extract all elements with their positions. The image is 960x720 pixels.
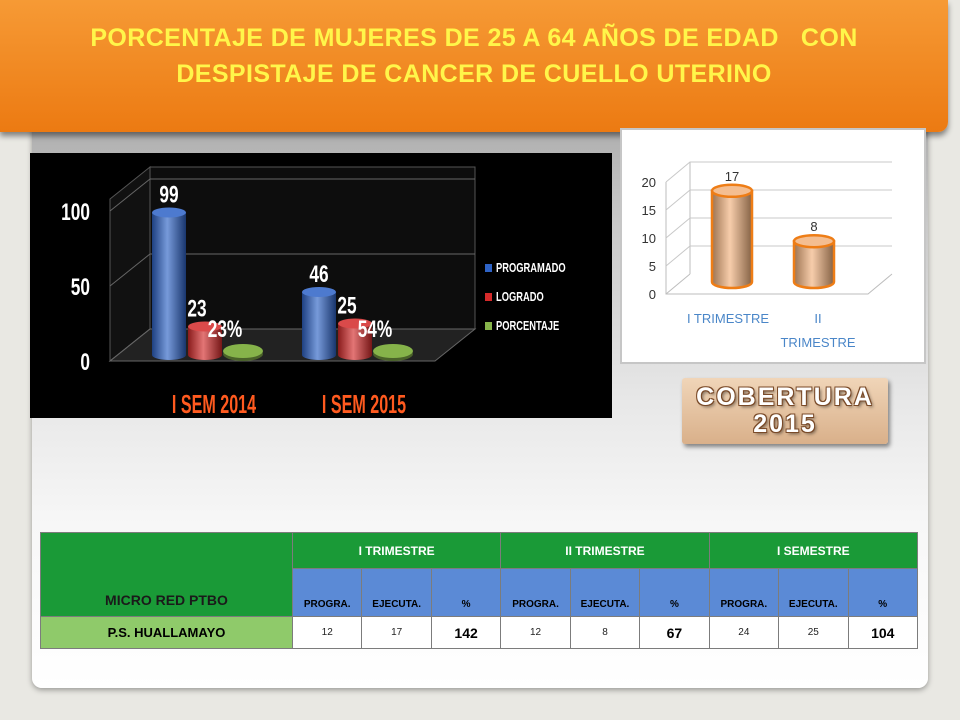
y-tick-label: 100 bbox=[61, 199, 90, 225]
y-tick-label: 15 bbox=[642, 203, 656, 218]
table-row: P.S. HUALLAMAYO 12 17 142 12 8 67 24 25 … bbox=[40, 616, 918, 649]
column-header: PROGRA. bbox=[291, 568, 363, 617]
table-cell: 8 bbox=[569, 616, 641, 649]
y-tick-label: 0 bbox=[80, 349, 90, 375]
data-label: 8 bbox=[810, 219, 817, 234]
data-label: 46 bbox=[309, 261, 328, 287]
table-group-header-row: MICRO RED PTBO I TRIMESTRE II TRIMESTRE … bbox=[40, 532, 919, 617]
table-cell: 25 bbox=[778, 616, 849, 649]
axis-frame bbox=[665, 182, 893, 295]
side-wall bbox=[109, 165, 151, 363]
table-cell: 12 bbox=[291, 616, 363, 649]
bar-porcentaje-2 bbox=[373, 344, 413, 361]
semester-bar-chart: 0 50 100 99 23 23% I SEM 2014 46 25 54% I SEM 2015… bbox=[30, 153, 612, 419]
bar-trimestre-2 bbox=[792, 233, 836, 290]
page-title-line-1: PORCENTAJE DE MUJERES DE 25 A 64 AÑOS DE… bbox=[90, 24, 858, 52]
column-header: % bbox=[430, 568, 502, 617]
y-tick-label: 20 bbox=[642, 175, 656, 190]
y-tick-label: 0 bbox=[649, 287, 656, 302]
page-title-line-2: DESPISTAJE DE CANCER DE CUELLO UTERINO bbox=[176, 60, 772, 88]
x-category-label: I SEM 2014 bbox=[172, 389, 256, 418]
table-subheader-row: PROGRA. EJECUTA. % PROGRA. EJECUTA. % PR… bbox=[41, 568, 918, 617]
grid-line bbox=[665, 161, 892, 183]
x-category-label-line-1: II bbox=[814, 311, 821, 326]
data-label: 25 bbox=[337, 293, 357, 319]
column-header: EJECUTA. bbox=[569, 568, 641, 617]
table-cell-percent: 67 bbox=[639, 616, 710, 649]
grid-line bbox=[109, 178, 475, 212]
legend-label: PORCENTAJE bbox=[496, 320, 560, 334]
column-header: PROGRA. bbox=[500, 568, 571, 617]
trimester-bar-chart: 0 5 10 15 20 17 8 I TRIMESTRE II TRIMESTRE bbox=[620, 128, 926, 364]
bar-logrado-1 bbox=[188, 321, 222, 360]
table-corner-header: MICRO RED PTBO bbox=[40, 532, 293, 617]
data-label: 23 bbox=[187, 296, 206, 322]
bar-porcentaje-1 bbox=[223, 344, 263, 361]
table-cell: 12 bbox=[500, 616, 571, 649]
group-header: I TRIMESTRE bbox=[291, 532, 502, 569]
grid-line bbox=[109, 253, 475, 287]
bar-programado-1 bbox=[152, 207, 186, 360]
group-header: II TRIMESTRE bbox=[500, 532, 710, 569]
group-header: I SEMESTRE bbox=[708, 532, 919, 569]
column-header: EJECUTA. bbox=[778, 568, 849, 617]
cobertura-badge: COBERTURA 2015 bbox=[682, 378, 888, 444]
x-category-label-line-2: TRIMESTRE bbox=[780, 335, 855, 350]
column-header: % bbox=[847, 568, 918, 617]
grid-line bbox=[665, 217, 892, 239]
table-cell-percent: 104 bbox=[847, 616, 918, 649]
column-header: PROGRA. bbox=[708, 568, 780, 617]
data-label: 99 bbox=[159, 182, 178, 208]
y-tick-label: 10 bbox=[642, 231, 656, 246]
legend-label: LOGRADO bbox=[496, 291, 544, 305]
bar-programado-2 bbox=[302, 287, 336, 360]
bar-logrado-2 bbox=[338, 318, 372, 360]
micro-red-table: MICRO RED PTBO I TRIMESTRE II TRIMESTRE … bbox=[40, 532, 919, 649]
grid-line bbox=[665, 189, 892, 211]
table-cell-percent: 142 bbox=[430, 616, 502, 649]
table-cell: 17 bbox=[361, 616, 432, 649]
legend-swatch bbox=[485, 322, 492, 330]
data-label: 54% bbox=[358, 316, 393, 342]
table-cell: 24 bbox=[708, 616, 780, 649]
y-tick-label: 5 bbox=[649, 259, 656, 274]
grid-line bbox=[665, 245, 892, 267]
legend-swatch bbox=[485, 264, 492, 272]
column-header: % bbox=[639, 568, 710, 617]
data-label: 23% bbox=[208, 316, 243, 342]
cobertura-year: 2015 bbox=[753, 410, 817, 438]
column-header: EJECUTA. bbox=[361, 568, 432, 617]
x-category-label: I TRIMESTRE bbox=[687, 311, 769, 326]
x-category-label: I SEM 2015 bbox=[322, 389, 406, 418]
row-name: P.S. HUALLAMAYO bbox=[40, 616, 293, 649]
floor-edge bbox=[665, 273, 691, 295]
y-tick-label: 50 bbox=[71, 274, 90, 300]
cobertura-label: COBERTURA bbox=[696, 383, 874, 411]
legend-label: PROGRAMADO bbox=[496, 262, 566, 276]
legend-swatch bbox=[485, 293, 492, 301]
title-banner: PORCENTAJE DE MUJERES DE 25 A 64 AÑOS DE… bbox=[0, 0, 948, 132]
bar-trimestre-1 bbox=[710, 183, 754, 290]
data-label: 17 bbox=[725, 169, 739, 184]
